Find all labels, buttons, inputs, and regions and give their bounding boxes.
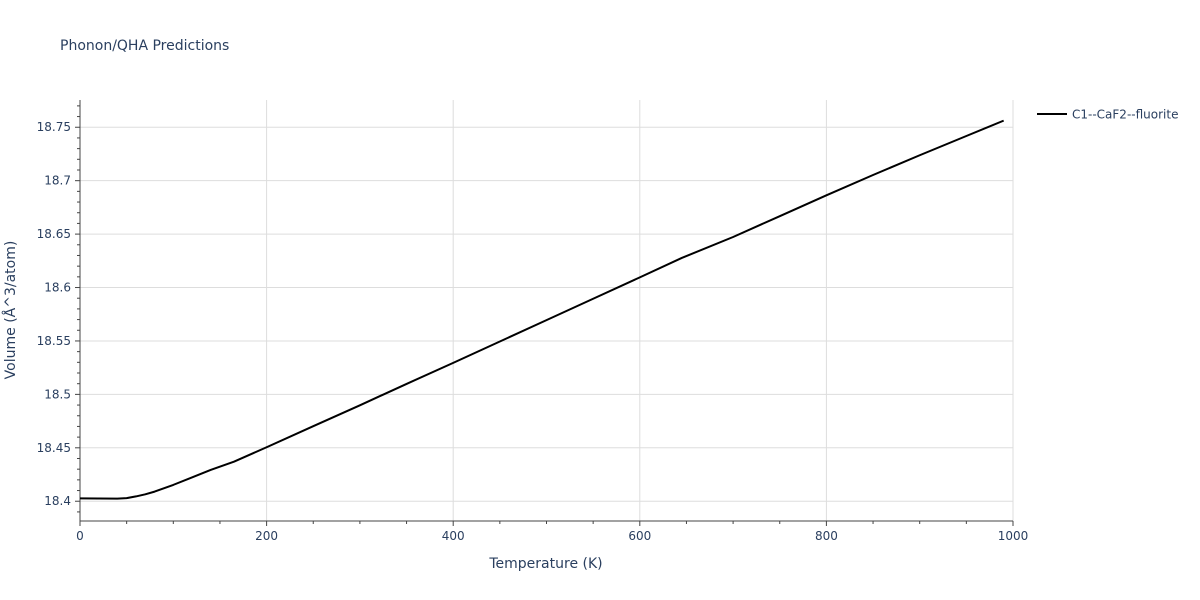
x-tick-label: 400 (442, 529, 465, 543)
series-line[interactable] (79, 119, 1005, 500)
x-tick-label: 800 (815, 529, 838, 543)
chart-title: Phonon/QHA Predictions (60, 38, 229, 54)
y-tick-label: 18.55 (37, 334, 71, 348)
x-tick-label: 0 (76, 529, 84, 543)
axes-layer: 0 200 400 600 800 1000 18.4 18.45 18.5 18.55 18.6 1… (37, 100, 1029, 543)
x-axis-title: Temperature (K) (488, 556, 602, 572)
series-layer (79, 119, 1005, 500)
y-tick-label: 18.65 (37, 227, 71, 241)
x-tick-label: 1000 (998, 529, 1029, 543)
y-tick-label: 18.4 (44, 494, 71, 508)
y-tick-label: 18.7 (44, 174, 71, 188)
grid-layer (80, 100, 1014, 521)
y-tick-label: 18.45 (37, 441, 71, 455)
x-tick-label: 600 (628, 529, 651, 543)
y-tick-label: 18.75 (37, 120, 71, 134)
y-tick-label: 18.5 (44, 387, 71, 401)
legend[interactable]: C1--CaF2--fluorite (1037, 108, 1178, 122)
x-tick-label: 200 (255, 529, 278, 543)
y-axis-title: Volume (Å^3/atom) (2, 241, 19, 380)
legend-label: C1--CaF2--fluorite (1072, 108, 1178, 122)
y-tick-label: 18.6 (44, 281, 71, 295)
